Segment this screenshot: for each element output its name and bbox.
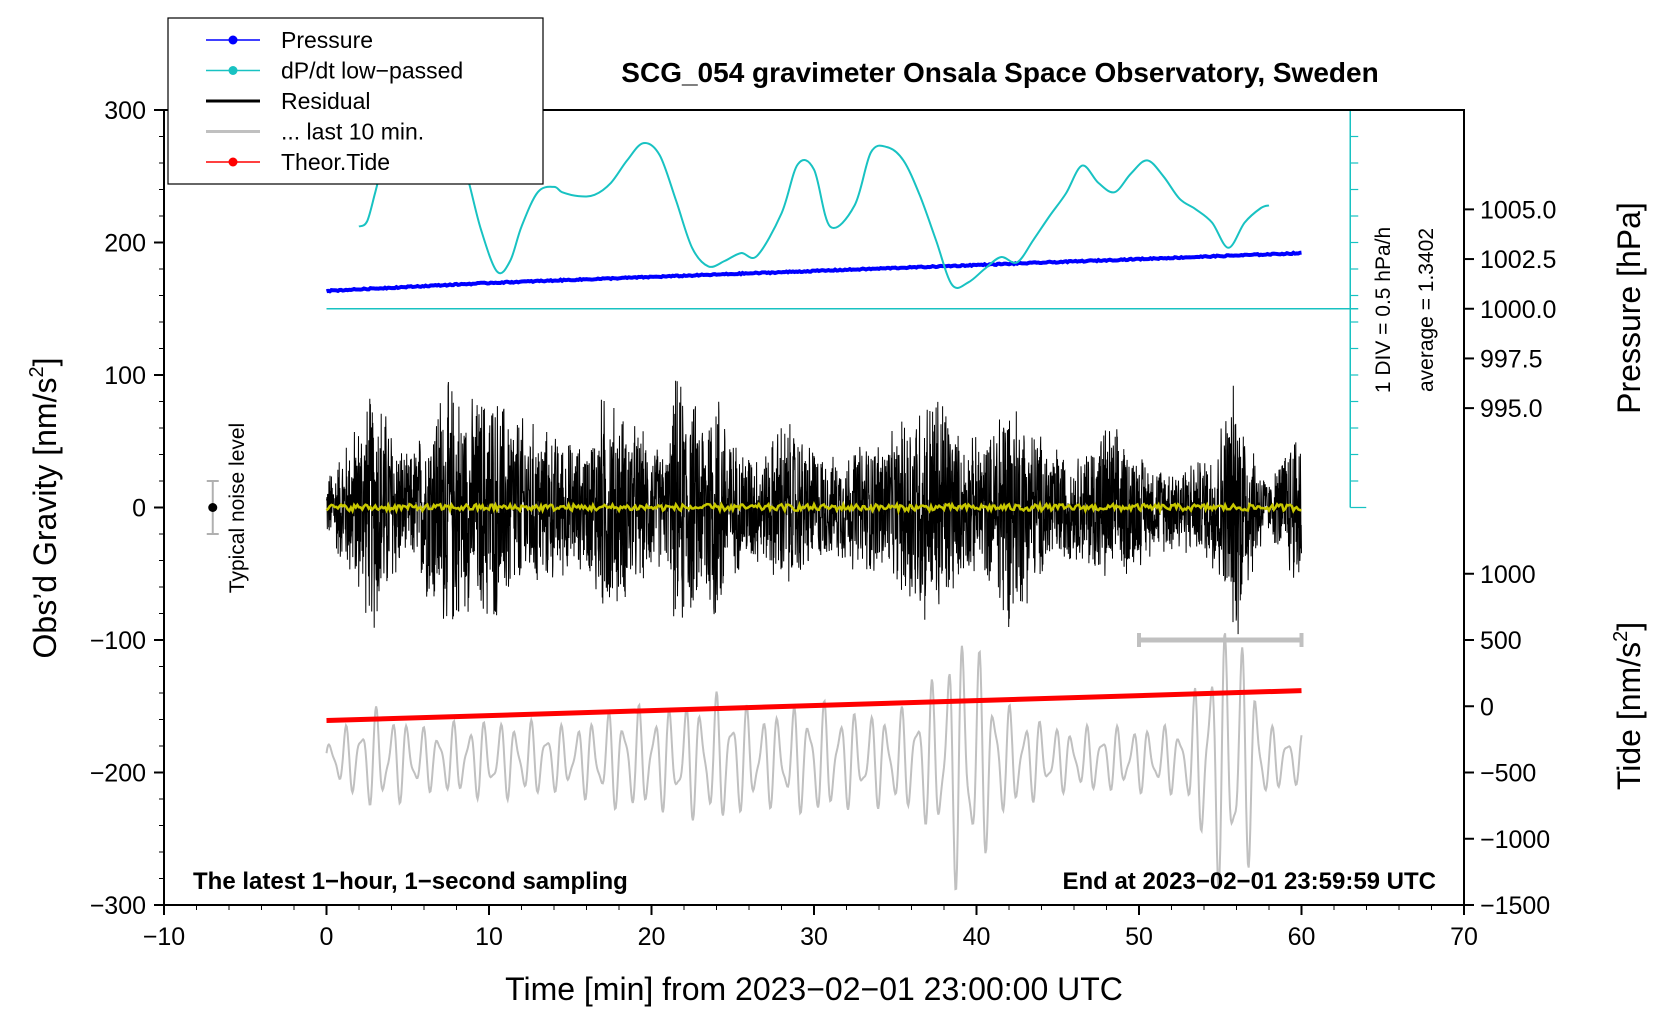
- x-tick-label: 20: [638, 923, 666, 951]
- series-theor-tide-line: [326, 688, 1302, 724]
- x-tick-label: −10: [143, 923, 185, 951]
- tide-tick-label: −1500: [1480, 892, 1550, 920]
- legend-label: Pressure: [281, 27, 373, 53]
- y-axis-title-left-end: ]: [27, 358, 63, 367]
- tide-tick-label: 1000: [1480, 561, 1536, 589]
- legend-label: Theor.Tide: [281, 149, 390, 175]
- x-axis-title: Time [min] from 2023−02−01 23:00:00 UTC: [505, 971, 1123, 1007]
- pressure-tick-label: 997.5: [1480, 345, 1543, 373]
- legend-label: Residual: [281, 88, 371, 114]
- x-tick-label: 60: [1288, 923, 1316, 951]
- y-axis-title-left-sup: 2: [26, 366, 48, 377]
- pressure-tick-label: 1005.0: [1480, 196, 1556, 224]
- tide-tick-label: −1000: [1480, 826, 1550, 854]
- plot-area: [206, 109, 1367, 891]
- y-tick-label: −200: [90, 760, 146, 788]
- y-axis-title-left-main: Obs’d Gravity [nm/s: [27, 378, 63, 659]
- legend-swatch-marker: [228, 157, 238, 167]
- x-tick-label: 0: [320, 923, 334, 951]
- y-axis-title-tide-main: Tide [nm/s: [1611, 642, 1647, 790]
- x-tick-label: 70: [1450, 923, 1478, 951]
- noise-level-dot: [208, 503, 218, 512]
- y-axis-title-tide-sup: 2: [1610, 631, 1632, 642]
- y-tick-label: 200: [104, 230, 146, 258]
- axes: −10 0 10 20 30 40 50 60 70−300−200−1000100200300…: [90, 97, 1557, 951]
- y-tick-label: 100: [104, 362, 146, 390]
- x-tick-label: 30: [800, 923, 828, 951]
- series-residual-smoothed-line: [325, 500, 1302, 516]
- legend-swatch-marker: [228, 35, 238, 45]
- legend: Pressure dP/dt low−passed Residual ... last…: [167, 17, 544, 185]
- x-tick-label: 10: [475, 923, 503, 951]
- legend-label: ... last 10 min.: [281, 119, 424, 145]
- legend-label: dP/dt low−passed: [281, 58, 463, 84]
- y-axis-title-tide: Tide [nm/s2]: [1610, 622, 1647, 790]
- series-residual-line: [326, 380, 1302, 635]
- y-tick-label: 0: [132, 495, 146, 523]
- y-tick-label: −100: [90, 627, 146, 655]
- noise-level-label: Typical noise level: [226, 423, 249, 593]
- series-last-10-min-line: [325, 633, 1303, 891]
- y-axis-title-tide-end: ]: [1611, 622, 1647, 631]
- pressure-scale-avg-label: average = 1.3402: [1415, 228, 1438, 392]
- pressure-tick-label: 1002.5: [1480, 246, 1556, 274]
- pressure-tick-label: 1000.0: [1480, 296, 1556, 324]
- chart-title: SCG_054 gravimeter Onsala Space Observat…: [621, 57, 1378, 88]
- tide-tick-label: −500: [1480, 760, 1536, 788]
- tide-tick-label: 500: [1480, 627, 1522, 655]
- x-tick-label: 40: [963, 923, 991, 951]
- pressure-scale-div-label: 1 DIV = 0.5 hPa/h: [1372, 227, 1395, 393]
- series-pressure-line: [325, 250, 1302, 294]
- tide-tick-label: 0: [1480, 693, 1494, 721]
- legend-swatch-marker: [228, 66, 238, 75]
- x-tick-label: 50: [1125, 923, 1153, 951]
- y-axis-title-pressure: Pressure [hPa]: [1611, 202, 1647, 414]
- annotation-bottom-left: The latest 1−hour, 1−second sampling: [193, 868, 628, 895]
- y-tick-label: 300: [104, 97, 146, 125]
- y-tick-label: −300: [90, 892, 146, 920]
- series-dpdt-line: [358, 119, 1270, 289]
- annotation-bottom-right: End at 2023−02−01 23:59:59 UTC: [1062, 868, 1436, 895]
- y-axis-title-left: Obs’d Gravity [nm/s2]: [26, 358, 63, 659]
- pressure-tick-label: 995.0: [1480, 395, 1543, 423]
